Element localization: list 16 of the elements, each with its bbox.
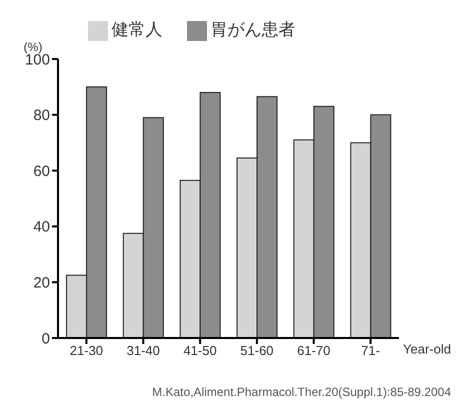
text: M.Kato,Aliment.Pharmacol.Ther.20(Suppl.1):85-89.2004 xyxy=(151,385,452,399)
legend-label: 胃がん患者 xyxy=(210,20,296,39)
x-tick-label: 31-40 xyxy=(126,343,160,358)
y-tick-label: 80 xyxy=(33,107,50,124)
y-tick-label: 40 xyxy=(33,218,50,236)
x-tick-label: 41-50 xyxy=(183,343,217,358)
y-axis-title: (%) xyxy=(24,40,42,54)
x-tick-label: 61-70 xyxy=(297,343,330,358)
x-tick-label: 21-30 xyxy=(70,343,104,358)
y-tick-label: 20 xyxy=(33,274,50,292)
y-tick-label: 60 xyxy=(33,162,50,180)
legend-label: 健常人 xyxy=(112,20,162,39)
y-tick-label: 0 xyxy=(42,330,50,348)
x-tick-label: 51-60 xyxy=(240,343,274,358)
x-tick-label: 71- xyxy=(361,343,380,358)
x-axis-title: Year-old xyxy=(403,342,451,357)
